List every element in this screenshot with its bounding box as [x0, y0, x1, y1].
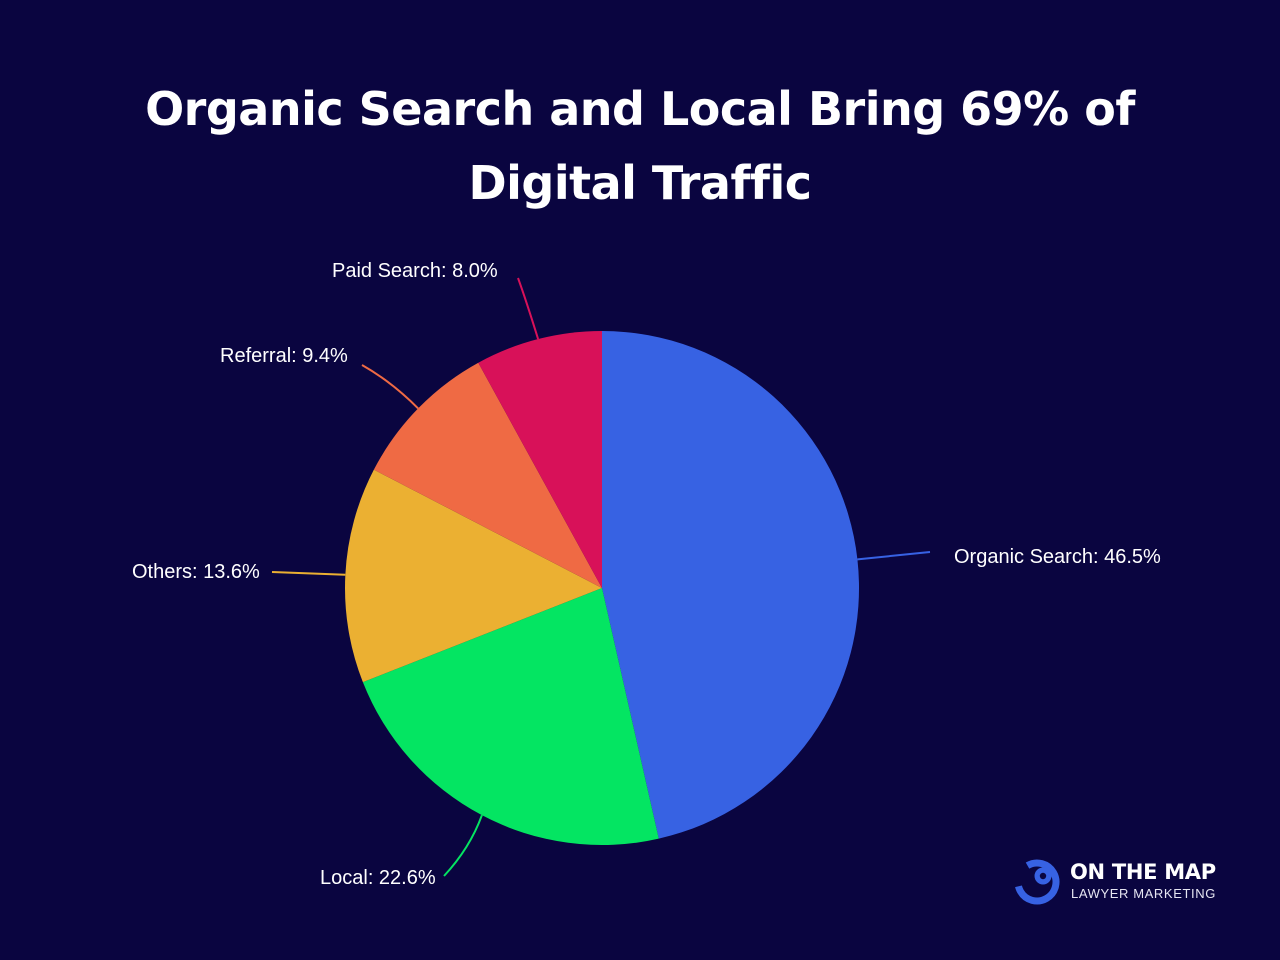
leader-line-referral	[361, 364, 419, 410]
chart-title-line-1: Organic Search and Local Bring 69% of	[145, 82, 1135, 136]
logo-tagline: LAWYER MARKETING	[1071, 886, 1216, 901]
pie-slice-organic-search	[602, 331, 860, 839]
slice-labels: Organic Search: 46.5% Local: 22.6% Others:…	[132, 260, 1161, 889]
leader-lines	[271, 277, 931, 877]
slice-label-local: Local: 22.6%	[320, 867, 436, 889]
pie-slice-paid-search	[478, 331, 602, 588]
leader-line-paid-search	[517, 277, 540, 340]
slice-label-organic-search: Organic Search: 46.5%	[954, 546, 1161, 568]
brand-logo: ON THE MAP LAWYER MARKETING	[1012, 856, 1232, 912]
leader-line-others	[271, 571, 346, 576]
pie-slices	[344, 331, 860, 846]
chart-title: Organic Search and Local Bring 69% of Di…	[0, 72, 1280, 220]
leader-line-local	[443, 814, 483, 877]
logo-name: ON THE MAP	[1070, 860, 1216, 884]
pie-slice-referral	[373, 362, 602, 588]
slice-label-referral: Referral: 9.4%	[220, 345, 348, 367]
slice-label-paid-search: Paid Search: 8.0%	[332, 260, 498, 282]
pie-slice-local	[362, 588, 659, 846]
leader-line-organic-search	[857, 551, 931, 561]
pie-slice-others	[344, 469, 602, 683]
chart-title-line-2: Digital Traffic	[468, 156, 812, 210]
slice-label-others: Others: 13.6%	[132, 561, 260, 583]
logo-icon	[1014, 859, 1060, 905]
